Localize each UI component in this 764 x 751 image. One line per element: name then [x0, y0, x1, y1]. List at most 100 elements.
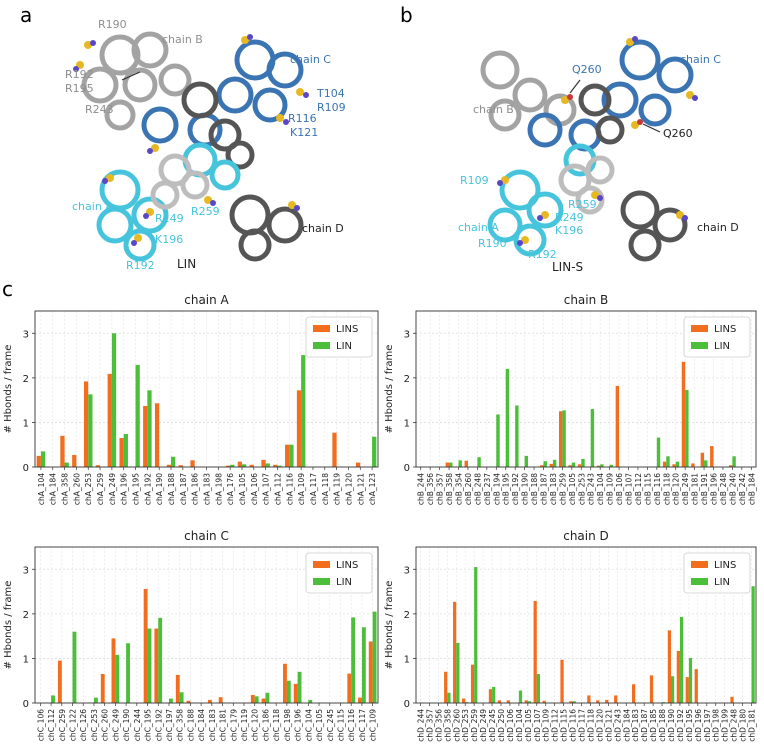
x-tick-label: chB_196 — [710, 473, 719, 505]
x-tick-label: chC_259 — [58, 709, 67, 741]
bar-lin-chC_104 — [308, 699, 313, 703]
bar-lins-chD_185 — [649, 675, 654, 703]
bar-lins-chD_105 — [524, 700, 528, 703]
x-tick-label: chA_105 — [238, 473, 247, 505]
bar-lins-chB_106 — [615, 385, 620, 467]
bar-lins-chC_195 — [143, 588, 148, 703]
x-tick-label: chC_253 — [90, 709, 99, 741]
bar-lins-chD_109 — [542, 700, 546, 703]
bar-lins-chA_116 — [285, 444, 290, 467]
bar-lin-chC_196 — [297, 671, 302, 703]
bar-lins-chB_105 — [568, 465, 572, 467]
bar-lins-chD_106 — [506, 700, 510, 703]
bar-lins-chB_183 — [549, 463, 553, 467]
bar-lins-chA_176 — [225, 465, 231, 467]
bar-lins-chD_250 — [497, 700, 501, 703]
residue-label-b-r190: R190 — [478, 237, 507, 250]
x-tick-label: chD_112 — [551, 709, 560, 742]
x-tick-label: chC_196 — [294, 709, 303, 741]
y-axis-label: # Hbonds / frame — [384, 581, 395, 670]
y-tick-label: 1 — [23, 654, 29, 665]
bar-lins-chA_121 — [356, 462, 361, 467]
x-tick-label: chD_105 — [524, 709, 533, 742]
x-tick-label: chC_186 — [261, 709, 270, 741]
x-tick-label: chB_194 — [492, 473, 501, 505]
bar-lins-chB_191 — [700, 452, 705, 467]
chain-center-ribbons-a — [150, 153, 210, 210]
x-tick-label: chB_191 — [700, 473, 709, 505]
bar-lin-chC_112 — [51, 695, 55, 703]
legend-swatch-lins — [691, 561, 708, 568]
x-tick-label: chA_120 — [344, 473, 353, 505]
bar-lins-chC_196 — [293, 683, 298, 703]
bar-lins-chD_195 — [685, 677, 689, 703]
x-tick-label: chB_259 — [558, 473, 567, 505]
chain-label-b-b: chain B — [473, 103, 514, 116]
bar-lin-chA_105 — [241, 464, 247, 467]
bar-lin-chB_354 — [458, 460, 462, 467]
x-tick-label: chD_107 — [533, 709, 542, 742]
x-tick-label: chC_260 — [101, 709, 110, 741]
bar-lins-chC_181 — [218, 697, 223, 703]
bar-lin-chC_186 — [265, 692, 270, 703]
bar-lin-chA_188 — [171, 456, 176, 467]
x-tick-label: chA_196 — [120, 473, 129, 505]
bar-lins-chD_116 — [569, 701, 573, 703]
bar-lins-chD_118 — [587, 695, 591, 703]
bar-lins-chA_109 — [296, 390, 302, 467]
x-tick-label: chB_248 — [719, 473, 728, 505]
x-tick-label: chB_249 — [681, 473, 690, 505]
x-tick-label: chA_104 — [37, 473, 46, 505]
x-tick-label: chC_358 — [176, 709, 185, 741]
bar-lin-chA_253 — [88, 394, 93, 467]
bar-lin-chB_253 — [581, 458, 585, 467]
x-tick-label: chC_249 — [111, 709, 120, 741]
x-tick-label: chC_116 — [347, 709, 356, 741]
plot-frame — [415, 310, 757, 468]
x-tick-label: chB_106 — [615, 473, 624, 505]
x-tick-label: chD_249 — [479, 709, 488, 742]
bar-lins-chB_253 — [577, 464, 582, 467]
x-tick-label: chD_188 — [658, 709, 667, 742]
x-tick-label: chA_117 — [309, 473, 318, 505]
x-tick-label: chB_242 — [738, 473, 747, 505]
x-tick-label: chB_190 — [521, 473, 530, 505]
y-tick-label: 1 — [404, 418, 410, 429]
x-tick-label: chA_195 — [132, 473, 141, 505]
bar-lins-chD_253 — [461, 698, 466, 703]
legend-label-lin: LIN — [336, 341, 352, 352]
chain-b-ribbons-b — [480, 50, 577, 132]
bar-lin-chA_358 — [64, 462, 69, 467]
chain-label-a-a: chain A — [72, 200, 113, 213]
x-tick-label: chD_120 — [595, 709, 604, 742]
x-tick-label: chD_248 — [730, 709, 739, 742]
bar-lin-chA_109 — [301, 355, 306, 467]
bar-lins-chA_190 — [154, 403, 160, 467]
bar-lins-chC_186 — [261, 698, 266, 703]
bar-lin-chD_105 — [527, 701, 532, 703]
bar-lins-chB_104 — [596, 465, 601, 467]
chart-title: chain A — [184, 293, 229, 307]
bar-lins-chD_120 — [596, 700, 600, 703]
bar-lin-chC_253 — [93, 697, 98, 703]
chain-b-ribbons-a — [81, 31, 192, 131]
x-tick-label: chD_195 — [685, 709, 694, 742]
x-tick-label: chA_188 — [167, 473, 176, 505]
x-tick-label: chD_187 — [640, 709, 649, 742]
bar-lins-chC_260 — [100, 674, 105, 703]
x-tick-label: chB_118 — [662, 473, 671, 505]
x-tick-label: chA_192 — [143, 473, 152, 505]
x-tick-label: chB_116 — [653, 473, 662, 505]
x-tick-label: chD_192 — [676, 709, 685, 742]
bar-lin-chC_192 — [158, 617, 163, 703]
x-tick-label: chC_119 — [240, 709, 249, 741]
chain-label-b-d: chain D — [697, 221, 739, 234]
x-tick-label: chC_244 — [133, 709, 142, 741]
y-axis-label: # Hbonds / frame — [3, 581, 14, 670]
bar-lin-chB_358 — [449, 462, 453, 467]
bar-lin-chC_190 — [126, 643, 130, 703]
bar-lins-chA_187 — [178, 465, 183, 467]
y-tick-label: 0 — [404, 699, 410, 710]
bar-lins-chC_188 — [186, 700, 191, 703]
